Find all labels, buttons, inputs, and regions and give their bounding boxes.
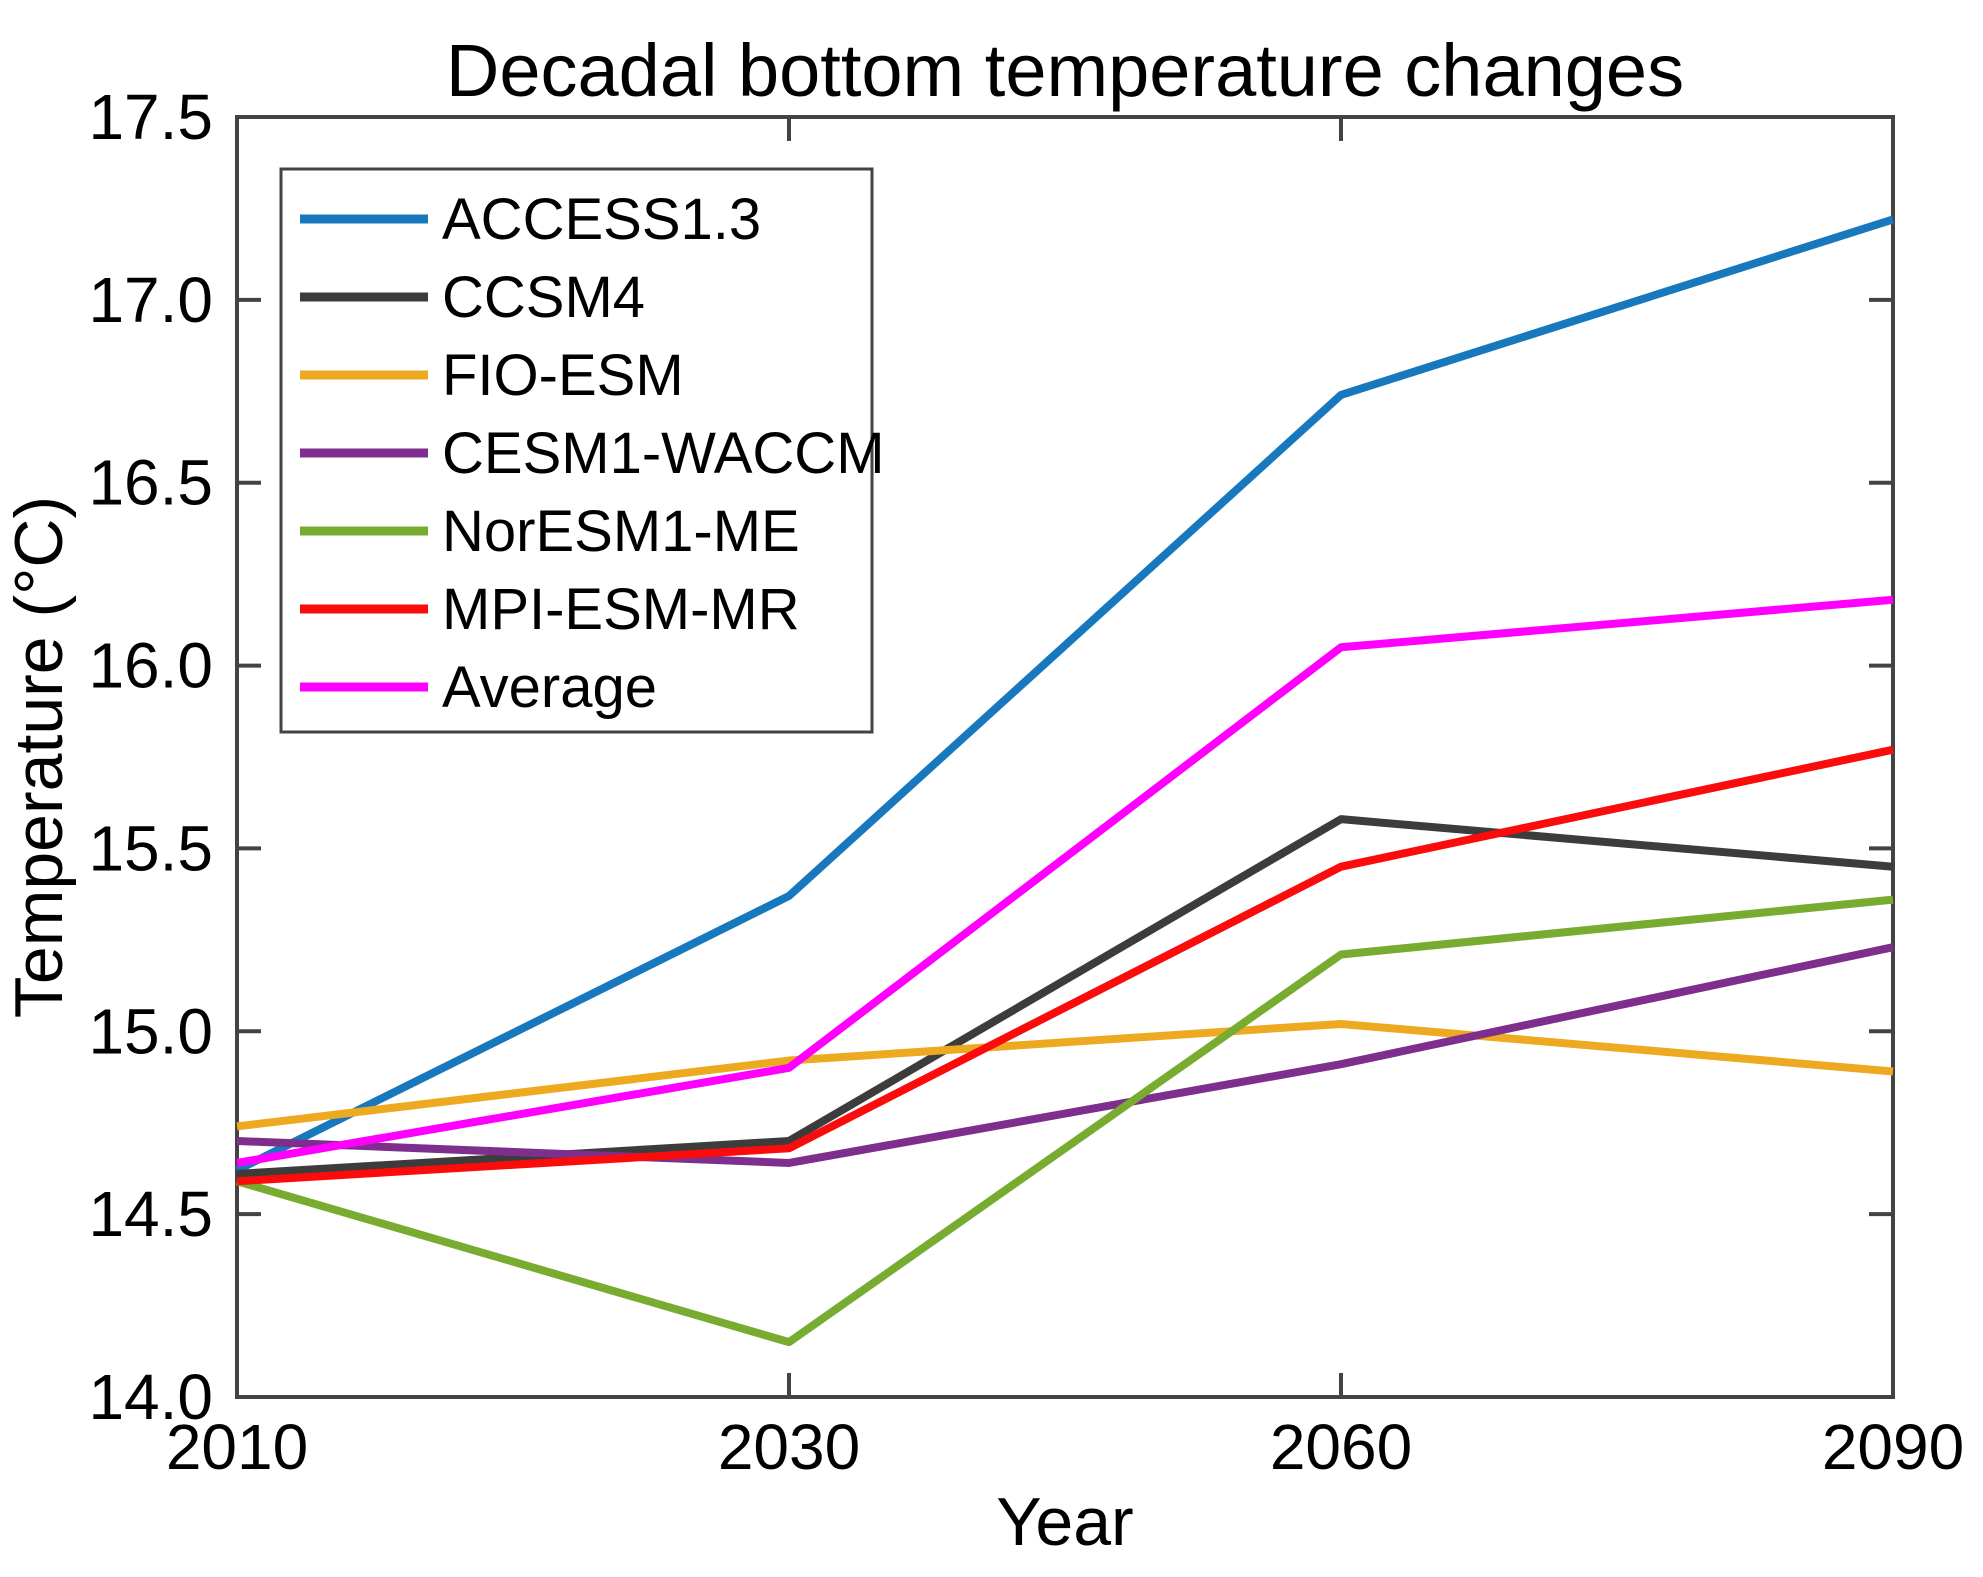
legend-item: Average — [300, 655, 657, 720]
legend: ACCESS1.3 CCSM4 FIO-ESM CESM1-WACCM NorESM1-… — [279, 167, 885, 734]
y-tick-label: 16.0 — [88, 630, 213, 702]
legend-label: CESM1-WACCM — [442, 421, 885, 486]
y-tick-label: 17.5 — [88, 81, 213, 153]
y-axis-label: Temperature (°C) — [1, 496, 77, 1018]
y-tick-label: 15.5 — [88, 812, 213, 884]
series-line-ccsm4 — [236, 815, 1894, 1178]
x-axis-label: Year — [996, 1484, 1133, 1560]
y-tick-label: 14.0 — [88, 1361, 213, 1433]
x-tick-label: 2090 — [1822, 1411, 1964, 1483]
series-layer — [235, 215, 1895, 1347]
legend-item: CESM1-WACCM — [300, 421, 885, 486]
legend-item: NorESM1-ME — [300, 499, 800, 564]
series-line-average — [236, 595, 1894, 1167]
x-tick-label: 2030 — [718, 1411, 860, 1483]
series-line-mpi-esm-mr — [236, 745, 1894, 1186]
chart-title: Decadal bottom temperature changes — [446, 29, 1684, 112]
legend-label: Average — [442, 655, 657, 720]
y-tick-label: 16.5 — [88, 447, 213, 519]
series-line-access1-3 — [235, 215, 1895, 1174]
legend-item: CCSM4 — [300, 265, 645, 330]
series-line-cesm1-waccm — [236, 943, 1894, 1167]
series-line-fio-esm — [236, 1019, 1894, 1131]
legend-label: MPI-ESM-MR — [442, 577, 800, 642]
legend-item: MPI-ESM-MR — [300, 577, 800, 642]
plot-box — [235, 115, 1895, 1399]
legend-label: CCSM4 — [442, 265, 645, 330]
x-tick-label: 2060 — [1270, 1411, 1412, 1483]
legend-label: NorESM1-ME — [442, 499, 800, 564]
legend-label: FIO-ESM — [442, 343, 684, 408]
y-tick-label: 17.0 — [88, 264, 213, 336]
y-tick-label: 14.5 — [88, 1178, 213, 1250]
legend-item: FIO-ESM — [300, 343, 684, 408]
legend-item: ACCESS1.3 — [300, 187, 761, 252]
x-tick-label: 2010 — [166, 1411, 308, 1483]
series-line-noresm1-me — [235, 895, 1894, 1347]
y-tick-label: 15.0 — [88, 995, 213, 1067]
axes-layer: 14.0 14.5 15.0 15.5 16.0 16.5 17.0 17.5 2010 2030… — [88, 81, 1964, 1483]
legend-label: ACCESS1.3 — [442, 187, 761, 252]
